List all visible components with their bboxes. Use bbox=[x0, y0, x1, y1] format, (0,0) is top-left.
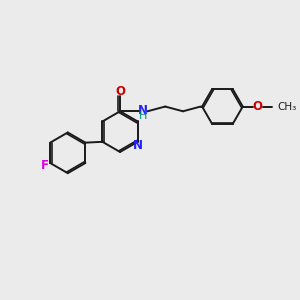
Text: N: N bbox=[133, 139, 143, 152]
Text: H: H bbox=[139, 111, 147, 122]
Text: O: O bbox=[253, 100, 262, 113]
Text: F: F bbox=[41, 159, 49, 172]
Text: O: O bbox=[115, 85, 125, 98]
Text: CH₃: CH₃ bbox=[277, 101, 296, 112]
Text: N: N bbox=[138, 104, 148, 117]
